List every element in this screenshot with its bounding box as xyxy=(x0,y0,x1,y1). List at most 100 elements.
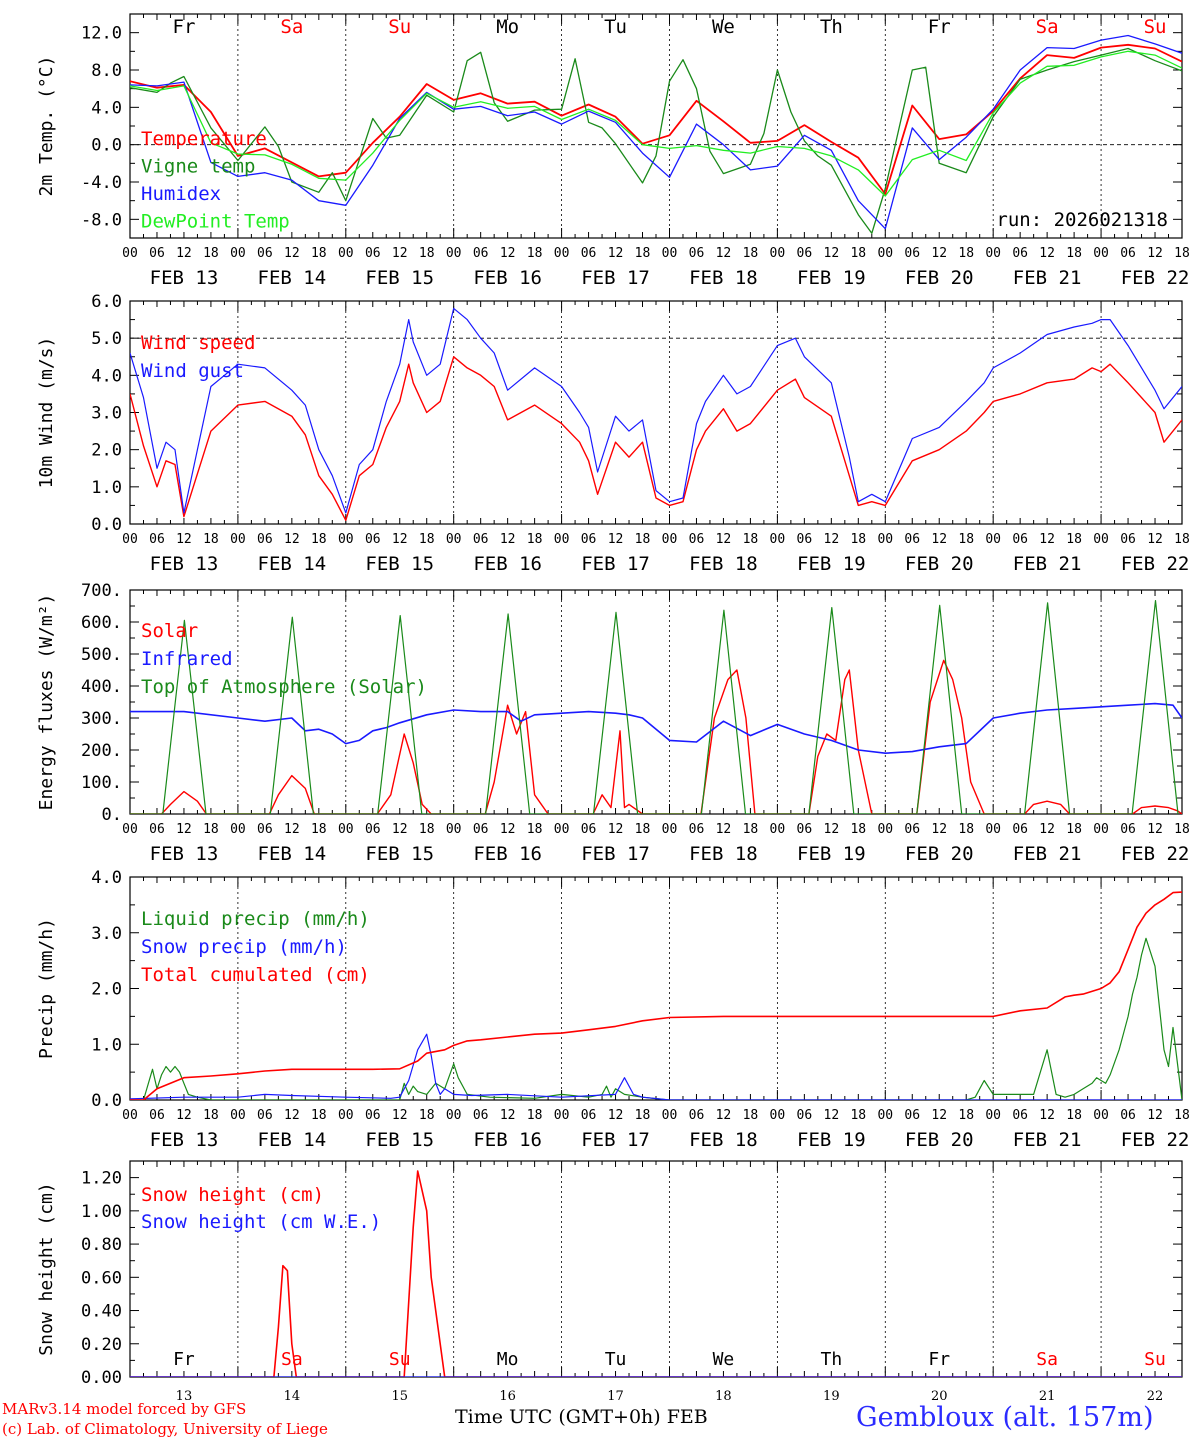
y-axis-label: Snow height (cm) xyxy=(36,1182,57,1355)
hour-tick-label: 12 xyxy=(176,1108,192,1123)
hour-tick-label: 00 xyxy=(770,532,786,547)
hour-tick-label: 12 xyxy=(500,246,516,261)
hour-tick-label: 06 xyxy=(1120,822,1136,837)
hour-tick-label: 12 xyxy=(608,532,624,547)
hour-tick-label: 18 xyxy=(958,532,974,547)
date-label: FEB 22 xyxy=(1121,843,1190,865)
legend-entry: Snow precip (mm/h) xyxy=(141,936,347,958)
weekday-label: Su xyxy=(1144,1349,1166,1370)
legend-entry: Total cumulated (cm) xyxy=(141,964,370,986)
hour-tick-label: 18 xyxy=(527,246,543,261)
hour-tick-label: 12 xyxy=(1039,822,1055,837)
day-number-label: 21 xyxy=(1039,1389,1056,1400)
hour-tick-label: 12 xyxy=(1147,822,1163,837)
hour-tick-label: 00 xyxy=(230,246,246,261)
weekday-label: Su xyxy=(389,1349,411,1370)
series-snow-height-cm-line xyxy=(130,1170,1182,1377)
hour-tick-label: 06 xyxy=(904,1108,920,1123)
hour-tick-label: 12 xyxy=(931,822,947,837)
date-label: FEB 16 xyxy=(473,843,542,865)
hour-tick-label: 00 xyxy=(877,1108,893,1123)
hour-tick-label: 00 xyxy=(770,246,786,261)
hour-tick-label: 06 xyxy=(581,532,597,547)
y-tick-label: 0.0 xyxy=(91,515,122,535)
hour-tick-label: 06 xyxy=(904,532,920,547)
y-tick-label: 2.0 xyxy=(91,441,122,461)
hour-tick-label: 12 xyxy=(176,822,192,837)
hour-tick-label: 00 xyxy=(230,822,246,837)
series-wind-gust-line xyxy=(130,307,1182,514)
y-tick-label: 0.0 xyxy=(91,1091,122,1111)
series-wind-speed-line xyxy=(130,356,1182,521)
hour-tick-label: 18 xyxy=(419,532,435,547)
hour-tick-label: 06 xyxy=(904,822,920,837)
hour-tick-label: 12 xyxy=(608,1108,624,1123)
hour-tick-label: 06 xyxy=(257,822,273,837)
hour-tick-label: 06 xyxy=(689,532,705,547)
y-axis-label: 10m Wind (m/s) xyxy=(36,337,57,489)
y-tick-label: 1.20 xyxy=(81,1169,122,1189)
hour-tick-label: 06 xyxy=(365,246,381,261)
hour-tick-label: 18 xyxy=(419,1108,435,1123)
model-credit-text: MARv3.14 model forced by GFS xyxy=(2,1400,247,1418)
hour-tick-label: 18 xyxy=(203,246,219,261)
hour-tick-label: 00 xyxy=(338,532,354,547)
hour-tick-label: 18 xyxy=(311,822,327,837)
hour-tick-label: 18 xyxy=(958,1108,974,1123)
date-label: FEB 15 xyxy=(365,267,434,289)
hour-tick-label: 18 xyxy=(1066,1108,1082,1123)
hour-tick-label: 00 xyxy=(1093,532,1109,547)
weekday-label: Sa xyxy=(1036,1349,1058,1370)
meteogram-figure: -8.0 -4.0 0.0 4.0 8.0 12.0 2m Temp. (°C) Temper… xyxy=(36,13,1190,1400)
day-number-label: 15 xyxy=(391,1389,408,1400)
hour-tick-label: 12 xyxy=(392,246,408,261)
y-tick-label: 6.0 xyxy=(91,292,122,312)
date-label: FEB 14 xyxy=(258,1129,327,1151)
weekday-label: Fr xyxy=(173,16,196,38)
legend-entry: Vigne temp xyxy=(141,156,255,178)
day-number-label: 22 xyxy=(1147,1389,1164,1400)
hour-tick-label: 00 xyxy=(770,822,786,837)
legend-entry: Humidex xyxy=(141,183,221,205)
hour-tick-label: 12 xyxy=(716,246,732,261)
day-number-label: 20 xyxy=(931,1389,948,1400)
legend-entry: Snow height (cm) xyxy=(141,1184,324,1206)
hour-tick-label: 12 xyxy=(284,246,300,261)
hour-tick-label: 12 xyxy=(824,1108,840,1123)
y-tick-label: 1.0 xyxy=(91,1035,122,1055)
hour-tick-label: 00 xyxy=(122,532,138,547)
date-label: FEB 19 xyxy=(797,843,866,865)
hour-tick-label: 12 xyxy=(931,246,947,261)
series-temperature-line xyxy=(130,43,1182,196)
weekday-label: Su xyxy=(1144,16,1167,38)
hour-tick-label: 06 xyxy=(797,532,813,547)
y-tick-label: 0.0 xyxy=(91,136,122,156)
hour-tick-label: 12 xyxy=(392,822,408,837)
y-tick-label: 2.0 xyxy=(91,980,122,1000)
y-tick-label: 0.40 xyxy=(81,1302,122,1322)
weekday-label: Fr xyxy=(173,1349,195,1370)
hour-tick-label: 00 xyxy=(554,1108,570,1123)
date-label: FEB 14 xyxy=(258,553,327,575)
series-dewpoint-temp-line xyxy=(130,50,1182,197)
hour-tick-label: 18 xyxy=(1174,532,1190,547)
hour-tick-label: 06 xyxy=(473,246,489,261)
weekday-label: Tu xyxy=(605,1349,627,1370)
date-label: FEB 16 xyxy=(473,553,542,575)
hour-tick-label: 12 xyxy=(1039,246,1055,261)
date-label: FEB 18 xyxy=(689,553,758,575)
date-label: FEB 13 xyxy=(150,1129,219,1151)
legend-entry: Solar xyxy=(141,620,198,642)
date-label: FEB 21 xyxy=(1013,267,1082,289)
hour-tick-label: 00 xyxy=(446,246,462,261)
hour-tick-label: 18 xyxy=(850,822,866,837)
hour-tick-label: 12 xyxy=(284,1108,300,1123)
hour-tick-label: 12 xyxy=(931,1108,947,1123)
hour-tick-label: 12 xyxy=(500,1108,516,1123)
hour-tick-label: 00 xyxy=(662,532,678,547)
hour-tick-label: 00 xyxy=(877,246,893,261)
series-top-of-atmosphere-solar-line xyxy=(130,599,1179,814)
hour-tick-label: 18 xyxy=(527,532,543,547)
y-tick-label: 400. xyxy=(81,677,122,697)
y-tick-label: 3.0 xyxy=(91,404,122,424)
